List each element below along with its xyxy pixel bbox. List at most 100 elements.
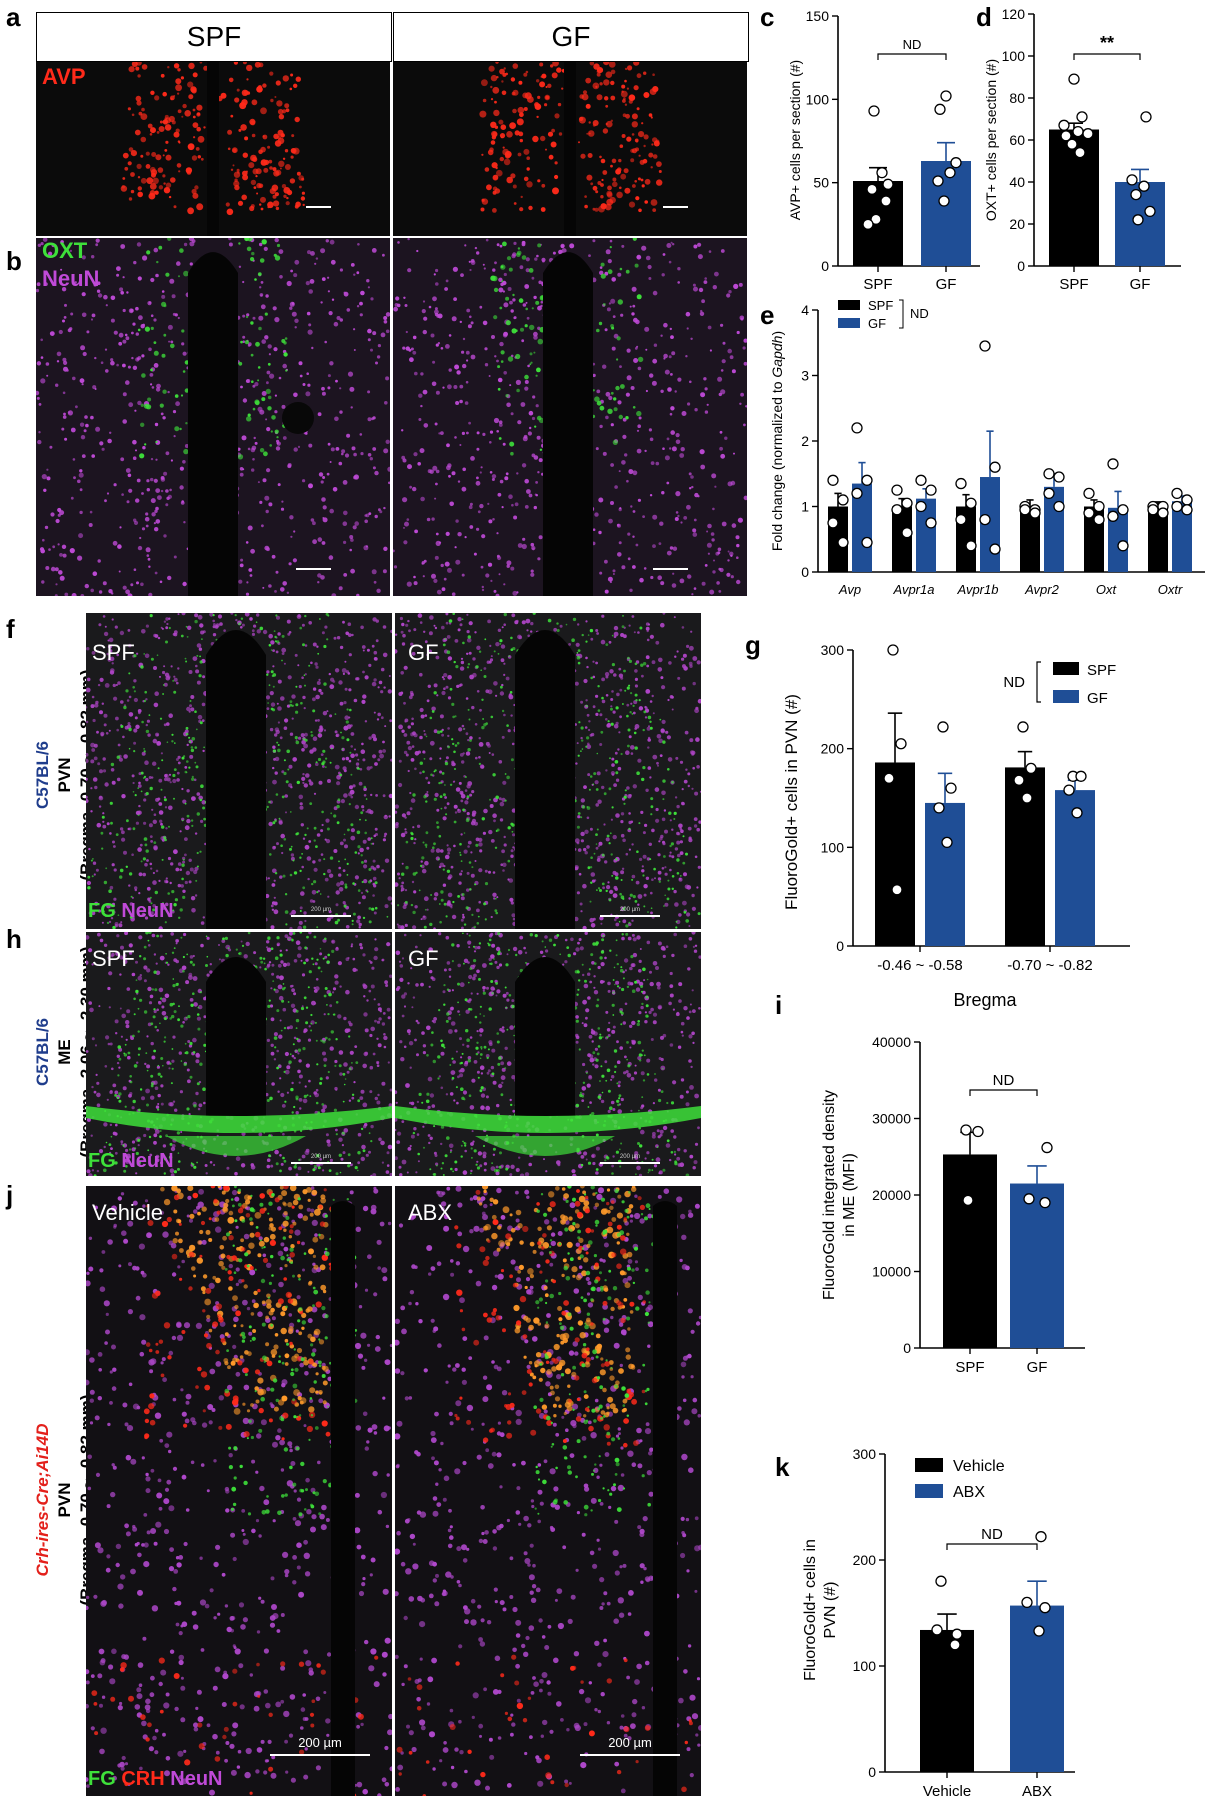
- y-axis-label: FluoroGold+ cells in PVN (#): [782, 694, 801, 910]
- panel-letter-d: d: [976, 2, 992, 32]
- y-tick-label: 40000: [872, 1034, 911, 1050]
- data-point: [1144, 205, 1156, 218]
- data-point: [1075, 770, 1087, 782]
- y-tick-label: 10000: [872, 1264, 911, 1280]
- data-point: [1053, 471, 1065, 483]
- panel-letter-j: j: [6, 1180, 14, 1210]
- data-point: [861, 536, 873, 549]
- x-tick-label: ABX: [1022, 1783, 1052, 1800]
- y-tick-label: 0: [836, 938, 844, 954]
- y-tick-label: 300: [853, 1446, 877, 1462]
- scale-bar-abx: [580, 1754, 680, 1756]
- crh-image-abx: [395, 1186, 701, 1796]
- data-point: [837, 536, 849, 549]
- y-tick-label: 100: [853, 1658, 877, 1674]
- data-point: [937, 721, 949, 733]
- header-gf: GF: [393, 12, 749, 62]
- significance-bracket: [877, 53, 947, 60]
- y-tick-label: 300: [821, 642, 845, 658]
- chart-e: 0 1 2 3 4 Avp Avpr1a Avpr1b Avpr2 Oxt Oxtr SPF GF ND F…: [769, 298, 1205, 597]
- x-tick-label: Oxtr: [1158, 582, 1183, 597]
- data-point: [1017, 721, 1029, 733]
- data-point: [1130, 188, 1142, 201]
- y-tick-label: 30000: [872, 1111, 911, 1127]
- y-tick-label: 100: [1002, 48, 1026, 64]
- y-axis-label: Fold change (normalized to Gapdh): [769, 331, 785, 551]
- bar: [1108, 507, 1128, 572]
- data-point: [851, 487, 863, 500]
- y-tick-label: 0: [821, 258, 829, 274]
- bar: [1044, 486, 1064, 572]
- data-point: [1066, 138, 1078, 150]
- x-tick-label: -0.46 ~ -0.58: [877, 957, 962, 974]
- data-point: [951, 1628, 963, 1640]
- y-tick-label: 120: [1002, 6, 1026, 22]
- data-point: [972, 1125, 984, 1138]
- data-point: [960, 1124, 972, 1136]
- data-point: [1043, 468, 1055, 480]
- data-point: [915, 500, 927, 513]
- y-tick-label: 1: [801, 499, 809, 515]
- panel-letter-k: k: [775, 1452, 790, 1482]
- y-axis-label: FluoroGold integrated density in ME (MFI): [821, 1090, 858, 1300]
- data-point: [876, 167, 888, 179]
- chart-k: 0 100 200 300 Vehicle ABX ND Vehicle ABX FluoroGo…: [802, 1446, 1075, 1800]
- data-point: [932, 175, 944, 187]
- stain-legend-h: FG NeuN: [88, 1150, 174, 1172]
- data-point: [891, 884, 903, 896]
- data-point: [1181, 494, 1193, 506]
- bar: [916, 498, 936, 572]
- panel-letter-c: c: [760, 2, 775, 32]
- bar: [875, 762, 915, 946]
- data-point: [866, 183, 878, 195]
- data-point: [1029, 507, 1041, 519]
- data-point: [901, 497, 913, 509]
- data-point: [931, 1624, 943, 1636]
- fg-me-image-gf: 200 µm: [395, 932, 701, 1176]
- data-point: [882, 178, 894, 190]
- legend-swatch: [1053, 662, 1079, 675]
- x-tick-label: Vehicle: [923, 1783, 971, 1800]
- data-point: [965, 497, 977, 509]
- data-point: [887, 644, 899, 656]
- y-tick-label: 100: [806, 91, 830, 107]
- significance-label: ND: [993, 1072, 1015, 1089]
- group-label-gf-h: GF: [408, 946, 439, 971]
- data-point: [1023, 1193, 1035, 1205]
- x-axis-label: Bregma: [953, 990, 1017, 1010]
- data-point: [1025, 762, 1037, 775]
- y-tick-label: 40: [1009, 174, 1025, 190]
- data-point: [837, 494, 849, 506]
- y-tick-label: 60: [1009, 132, 1025, 148]
- data-point: [1157, 507, 1169, 519]
- significance-bracket: [1073, 53, 1141, 60]
- data-point: [883, 772, 895, 784]
- stain-legend-f: FG NeuN: [88, 900, 174, 922]
- data-point: [1093, 500, 1105, 513]
- y-tick-label: 20: [1009, 216, 1025, 232]
- data-point: [1063, 784, 1075, 796]
- significance-bracket: [946, 1543, 1038, 1550]
- data-point: [1039, 1196, 1051, 1209]
- bar: [925, 802, 965, 946]
- oxt-image-spf: [36, 238, 390, 596]
- group-label-vehicle: Vehicle: [92, 1200, 163, 1225]
- bar: [852, 483, 872, 572]
- data-point: [962, 1194, 974, 1207]
- data-point: [941, 836, 953, 849]
- svg-text:200 µm: 200 µm: [311, 907, 331, 913]
- data-point: [1082, 128, 1094, 140]
- y-tick-label: 0: [868, 1764, 876, 1780]
- panel-letter-b: b: [6, 246, 22, 276]
- y-axis-label: AVP+ cells per section (#): [787, 60, 803, 220]
- data-point: [868, 105, 880, 117]
- panel-letter-f: f: [6, 614, 15, 644]
- data-point: [934, 103, 946, 115]
- data-point: [1033, 1625, 1045, 1637]
- bar: [1148, 506, 1168, 572]
- data-point: [827, 474, 839, 486]
- data-point: [979, 513, 991, 526]
- chart-i: 0 10000 20000 30000 40000 SPF GF ND FluoroGold i…: [821, 1034, 1085, 1376]
- data-point: [1013, 774, 1025, 786]
- y-tick-label: 80: [1009, 90, 1025, 106]
